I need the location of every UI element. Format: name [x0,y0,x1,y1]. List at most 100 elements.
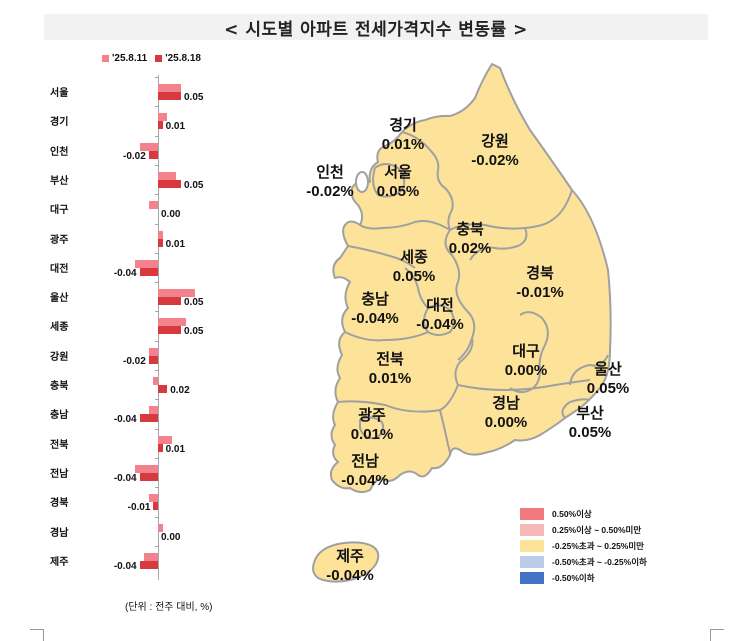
bar-0818 [139,414,158,423]
map-region-label: 서울 0.05% [363,163,433,201]
axis-tick [155,194,159,196]
region-name: 충북 [456,221,484,238]
bar-0811 [158,84,181,92]
region-name: 경남 [492,395,520,412]
chart-row: 전북 0.01 [40,428,260,461]
chart-row: 인천 -0.02 [40,135,260,168]
data-label: -0.04 [113,560,137,572]
bar-0811 [158,230,163,239]
axis-tick [155,135,159,137]
map-region-label: 충북 0.02% [435,220,505,258]
chart-row: 대전 -0.04 [40,252,260,285]
bar-0811 [148,347,158,356]
region-name: 서울 [384,164,412,181]
map-region-label: 인천 -0.02% [295,163,365,201]
data-label: -0.04 [113,414,137,426]
data-label: -0.04 [113,267,137,279]
map-region-label: 전북 0.01% [355,350,425,388]
axis-tick [155,252,159,254]
region-value: 0.02% [448,240,492,257]
legend-swatch-0818 [155,55,163,62]
axis-tick [155,545,159,547]
map-legend-item: -0.50%이하 [520,570,647,585]
row-label: 광주 [50,234,69,246]
map-region-label: 충남 -0.04% [340,290,410,328]
map-region-label: 강원 -0.02% [460,132,530,170]
chart-legend: '25.8.11 '25.8.18 [102,53,201,64]
region-name: 제주 [336,548,364,565]
bar-0811 [158,318,186,327]
data-label: 0.05 [184,92,204,103]
map-legend-item: -0.50%초과 ~ -0.25%이하 [520,554,647,569]
region-value: 0.01% [350,426,394,443]
region-name: 충남 [361,291,389,308]
region-value: 0.05% [568,424,612,441]
chart-row: 충북 0.02 [40,370,260,402]
axis-tick [155,370,159,371]
bar-0811 [135,464,158,473]
map-legend-item: 0.50%이상 [520,506,647,521]
data-label: -0.01 [127,502,151,514]
row-label: 대구 [50,205,69,217]
row-label: 전북 [50,439,69,451]
region-value: -0.04% [416,316,464,333]
data-label: 0.02 [170,385,190,396]
bar-0811 [135,259,158,268]
data-label: 0.05 [184,326,204,338]
map-region-label: 대전 -0.04% [405,296,475,334]
legend-label-0811: '25.8.11 [112,53,148,64]
data-label: 0.00 [161,531,181,543]
title-bar: < 시도별 아파트 전세가격지수 변동률 > [44,14,708,40]
row-label: 대전 [50,263,69,275]
region-name: 대구 [512,343,540,360]
bar-0811 [158,523,163,532]
row-label: 제주 [50,556,69,568]
axis-tick [155,282,159,284]
legend-item-0818: '25.8.18 [155,53,201,64]
chart-row: 대구 0.00 [40,194,260,226]
bar-0818 [139,560,158,569]
chart-row: 울산 0.05 [40,282,260,314]
region-value: 0.05% [376,183,420,200]
map-region-label: 전남 -0.04% [330,452,400,490]
region-value: 0.00% [504,362,548,379]
chart-row: 충남 -0.04 [40,399,260,431]
region-name: 광주 [358,407,386,424]
map-legend-label: 0.25%이상 ~ 0.50%미만 [552,524,642,535]
row-label: 부산 [50,175,69,187]
chart-row: 경남 0.00 [40,516,260,549]
axis-tick [155,164,159,166]
data-label: 0.00 [161,209,181,221]
bar-0811 [144,552,158,561]
axis-tick [155,516,159,518]
data-label: 0.01 [165,238,186,250]
row-label: 경기 [50,117,69,129]
bar-0818 [153,502,158,511]
map-legend-label: -0.50%이하 [552,572,595,583]
chart-row: 세종 0.05 [40,311,260,343]
map-legend-item: 0.25%이상 ~ 0.50%미만 [520,522,647,537]
axis-tick [155,106,159,108]
map-legend-swatch [520,555,544,568]
bar-0818 [158,238,163,247]
row-label: 강원 [50,351,69,363]
data-label: 0.01 [165,443,186,455]
region-value: 0.00% [484,414,528,431]
unit-note: (단위 : 전주 대비, %) [125,602,213,613]
region-name: 울산 [594,361,622,378]
bar-chart: '25.8.11 '25.8.18 서울 0.05 경기 0.01 인천 -0.02 부산 0… [40,45,260,625]
chart-row: 전남 -0.04 [40,457,260,490]
map-legend-label: -0.25%초과 ~ 0.25%미만 [552,540,645,551]
map-legend-swatch [520,507,544,520]
axis-tick [155,77,159,78]
chart-row: 강원 -0.02 [40,340,260,373]
legend-item-0811: '25.8.11 [102,53,147,64]
axis-tick [155,223,159,225]
bar-0818 [158,385,168,393]
data-label: 0.05 [184,297,204,309]
bar-0818 [158,326,181,335]
region-value: -0.04% [351,310,399,327]
bar-0818 [148,150,158,159]
map-region-label: 경북 -0.01% [505,264,575,302]
map-legend-swatch [520,571,544,584]
